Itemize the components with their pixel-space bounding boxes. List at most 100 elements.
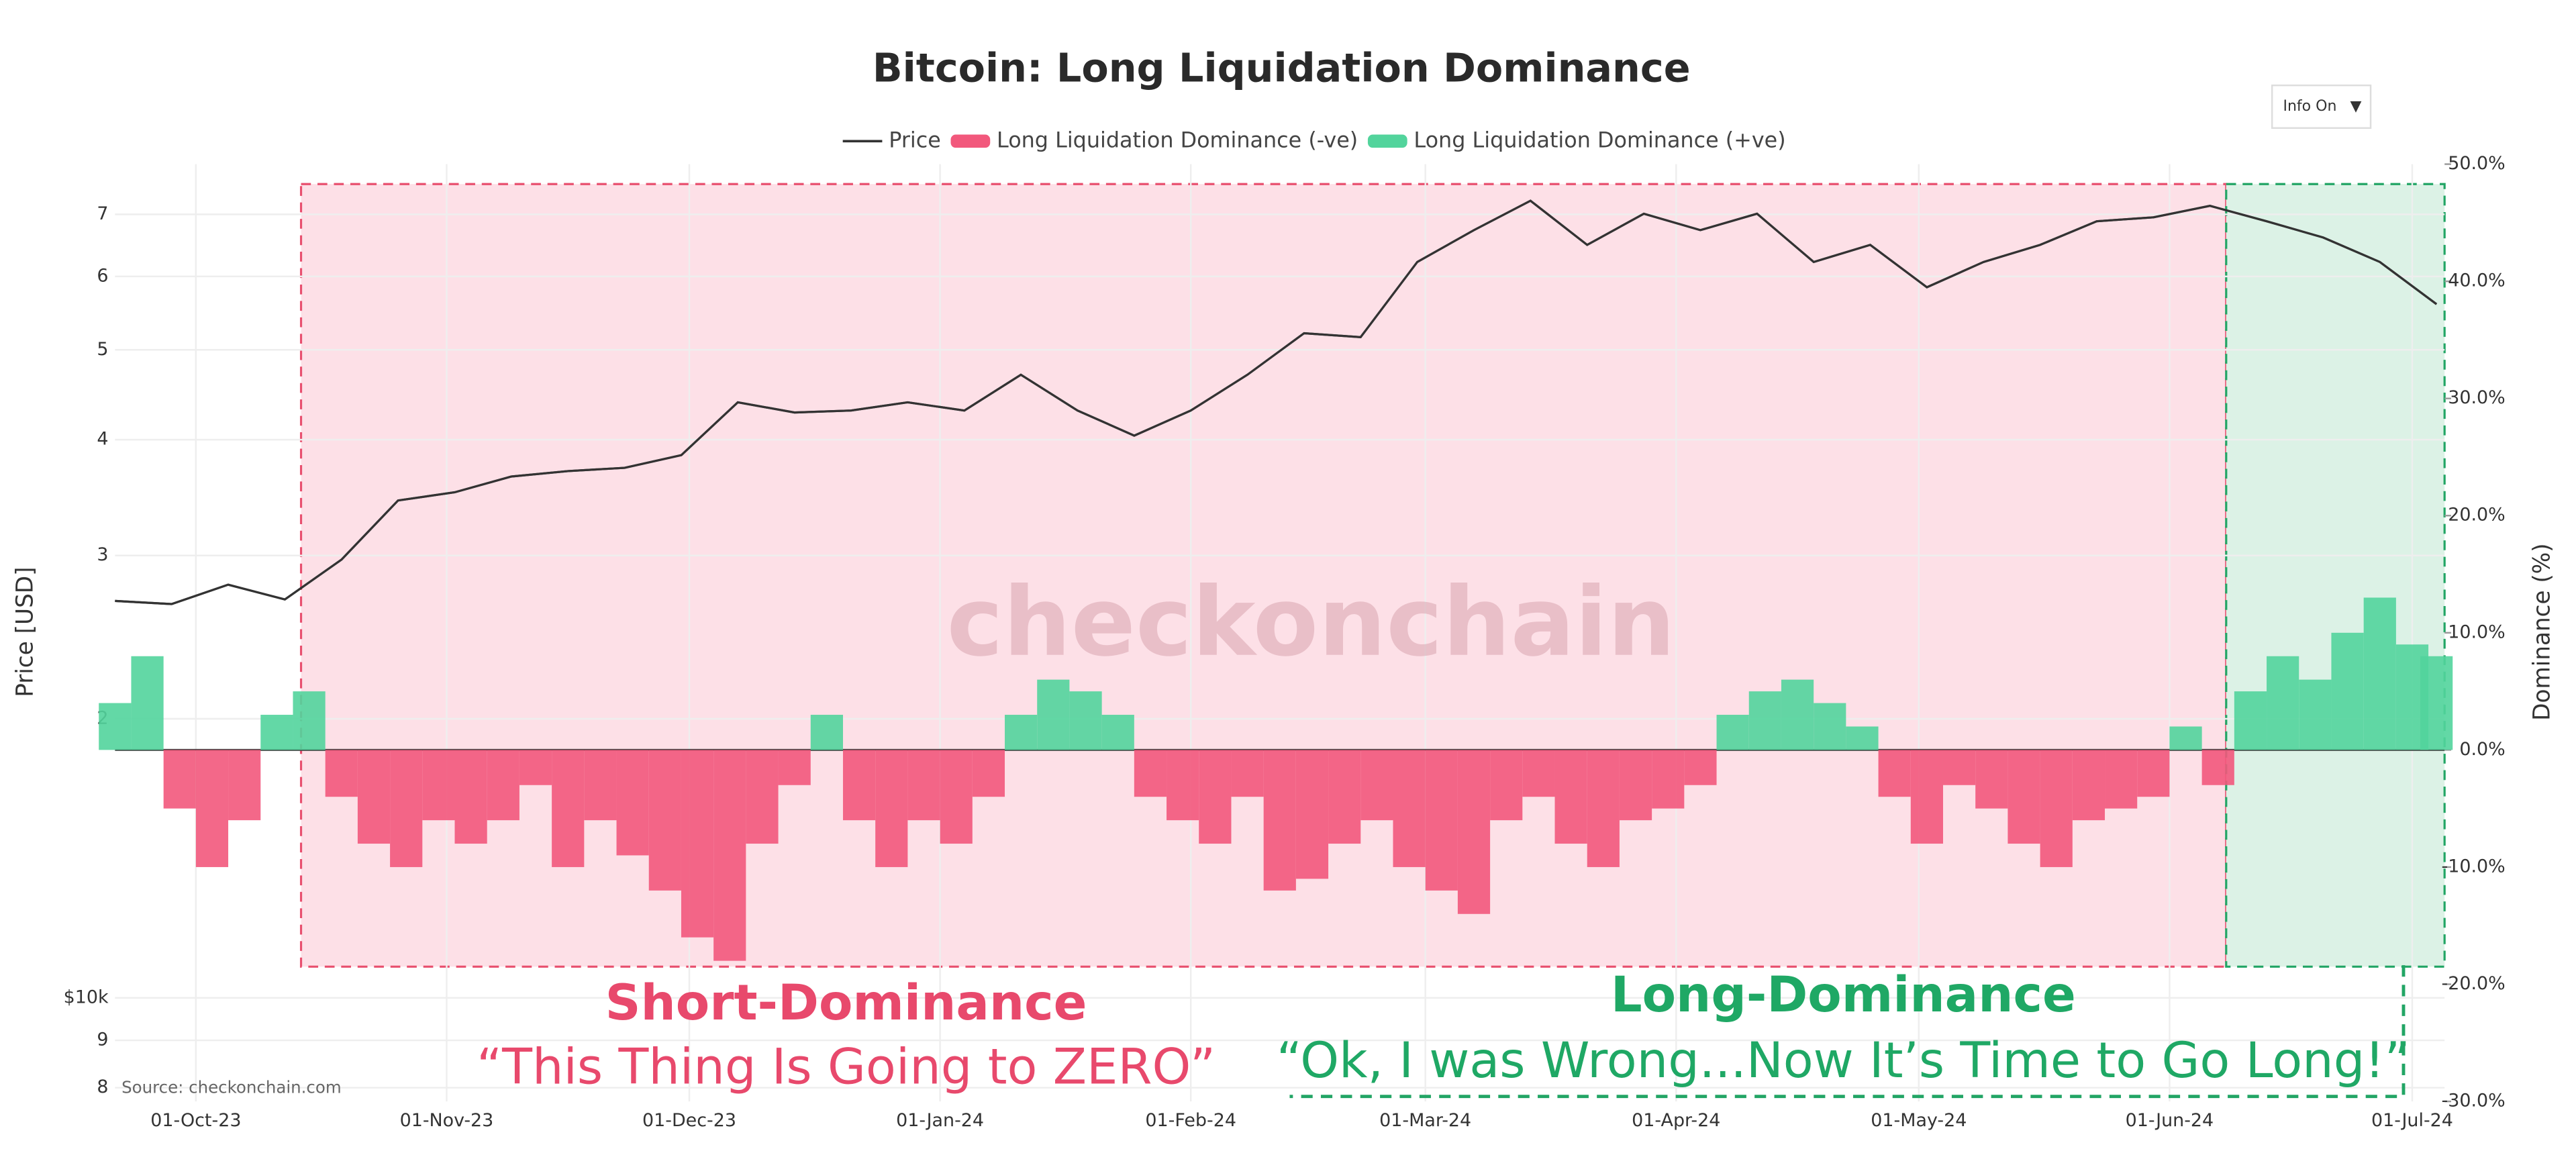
y2-tick-label: 30.0%: [2448, 387, 2506, 408]
y-tick-label: 3: [97, 544, 108, 565]
dominance-bar: [1360, 750, 1393, 821]
dominance-bar: [972, 750, 1005, 797]
legend-label: Long Liquidation Dominance (+ve): [1414, 128, 1785, 152]
source: Source: checkonchain.com: [121, 1078, 342, 1097]
dominance-bar: [713, 750, 746, 961]
dominance-bar: [1101, 715, 1134, 750]
dominance-bar: [1167, 750, 1199, 821]
y2-tick-label: -20.0%: [2442, 973, 2506, 994]
y2-tick-label: 10.0%: [2448, 621, 2506, 642]
dominance-bar: [1328, 750, 1361, 844]
x-tick-label: 01-Mar-24: [1379, 1110, 1471, 1131]
x-tick-label: 01-Jan-24: [896, 1110, 984, 1131]
dominance-bar: [1005, 715, 1038, 750]
button-box[interactable]: [2271, 84, 2372, 129]
dominance-bar: [2169, 726, 2202, 750]
dominance-bar: [454, 750, 487, 844]
dominance-bar: [1814, 703, 1846, 750]
dominance-bar: [1263, 750, 1296, 891]
dominance-bar: [1619, 750, 1652, 821]
dominance-bar: [746, 750, 779, 844]
y2-axis-title: Dominance (%): [2529, 543, 2556, 721]
dominance-bar: [1878, 750, 1911, 797]
dominance-bar: [1393, 750, 1426, 867]
y-tick-label: 5: [97, 339, 108, 360]
dominance-bar: [1199, 750, 1232, 844]
x-tick-label: 01-May-24: [1871, 1110, 1967, 1131]
legend-swatch: [1367, 134, 1407, 148]
dominance-bar: [907, 750, 940, 821]
dominance-bar: [552, 750, 585, 867]
y2-tick-label: -10.0%: [2442, 856, 2506, 877]
legend-label: Price: [889, 128, 941, 152]
dominance-bar: [99, 703, 132, 750]
region: [2225, 183, 2446, 968]
dominance-bar: [1522, 750, 1555, 797]
x-tick-label: 01-Oct-23: [150, 1110, 241, 1131]
x-tick-label: 01-Jun-24: [2126, 1110, 2214, 1131]
dominance-bar: [1942, 750, 1976, 785]
y-tick-label: $10k: [64, 987, 109, 1007]
dominance-bar: [584, 750, 617, 821]
dominance-bar: [2008, 750, 2040, 844]
dominance-bar: [1781, 679, 1814, 750]
y2-tick-label: 50.0%: [2448, 153, 2506, 174]
chart-title: Bitcoin: Long Liquidation Dominance: [873, 44, 1691, 91]
dominance-bar: [1910, 750, 1943, 844]
info-button[interactable]: Info On ▼: [2271, 84, 2372, 129]
dominance-bar: [1037, 679, 1070, 750]
y-axis-title: Price [USD]: [12, 566, 39, 697]
region-title: Long-Dominance: [1611, 966, 2076, 1023]
legend-label: Long Liquidation Dominance (-ve): [997, 128, 1358, 152]
button-arrow[interactable]: ▼: [2350, 98, 2362, 115]
dominance-bar: [1846, 726, 1879, 750]
y-tick-label: 8: [97, 1077, 108, 1097]
dominance-bar: [228, 750, 261, 821]
dominance-bar: [1652, 750, 1685, 809]
x-tick-label: 01-Feb-24: [1145, 1110, 1236, 1131]
dominance-bar: [875, 750, 908, 867]
dominance-bar: [2267, 656, 2299, 750]
dominance-bar: [1554, 750, 1587, 844]
region-subtitle: “This Thing Is Going to ZERO”: [477, 1039, 1216, 1096]
dominance-bar: [1748, 691, 1781, 750]
y2-tick-label: 20.0%: [2448, 505, 2506, 526]
dominance-bar: [1295, 750, 1329, 879]
dominance-bar: [778, 750, 811, 785]
button-label[interactable]: Info On: [2283, 98, 2336, 115]
dominance-bar: [2137, 750, 2170, 797]
dominance-bar: [2363, 597, 2396, 750]
dominance-bar: [422, 750, 455, 821]
dominance-bar: [325, 750, 358, 797]
dominance-bar: [1684, 750, 1717, 785]
y-tick-label: 9: [97, 1030, 108, 1050]
dominance-bar: [1490, 750, 1523, 821]
callout-outline: [1289, 965, 2406, 1099]
dominance-bar: [940, 750, 973, 844]
dominance-bar: [2105, 750, 2138, 809]
y2-tick-label: -30.0%: [2442, 1091, 2506, 1111]
dominance-bar: [1975, 750, 2008, 809]
dominance-bar: [810, 715, 843, 750]
dominance-bar: [195, 750, 229, 867]
dominance-bar: [390, 750, 423, 867]
price-line: [115, 199, 2438, 605]
dominance-bar: [2040, 750, 2073, 867]
dominance-bar: [357, 750, 391, 844]
dominance-bar: [131, 656, 164, 750]
dominance-bar: [1716, 715, 1749, 750]
dominance-bar: [2331, 632, 2364, 750]
dominance-bar: [2299, 679, 2332, 750]
dominance-bar: [487, 750, 519, 821]
region-subtitle: “Ok, I was Wrong...Now It’s Time to Go L…: [1277, 1032, 2410, 1089]
dominance-bar: [842, 750, 876, 821]
watermark: checkonchain: [947, 567, 1675, 678]
dominance-bar: [681, 750, 714, 938]
dominance-bar: [293, 691, 326, 750]
dominance-bar: [2420, 656, 2453, 750]
dominance-bar: [519, 750, 552, 785]
dominance-bar: [1425, 750, 1458, 891]
dominance-bar: [163, 750, 196, 809]
dominance-bar: [1231, 750, 1264, 797]
